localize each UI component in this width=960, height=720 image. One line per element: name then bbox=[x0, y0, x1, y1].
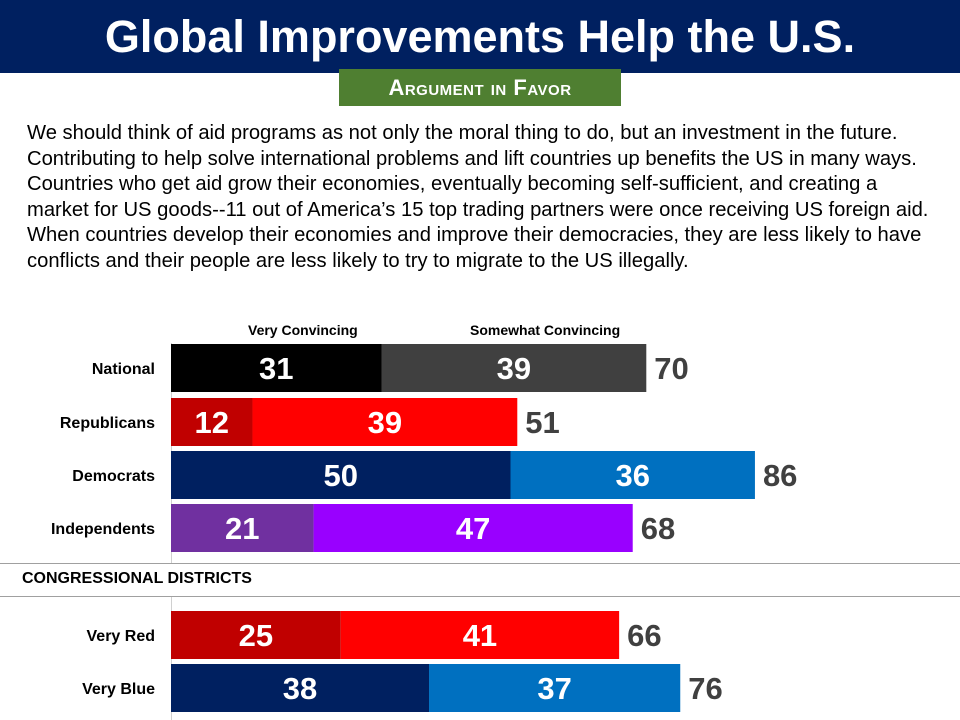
bar-segment bbox=[381, 344, 647, 392]
page-title: Global Improvements Help the U.S. bbox=[0, 0, 960, 73]
bar-segment bbox=[340, 611, 620, 659]
bar-value-label: 50 bbox=[324, 458, 358, 493]
bar-value-label: 31 bbox=[259, 351, 293, 386]
total-label: 86 bbox=[763, 458, 797, 493]
bar-value-label: 38 bbox=[283, 671, 317, 706]
bar-value-label: 12 bbox=[194, 405, 228, 440]
bar-value-label: 25 bbox=[239, 618, 273, 653]
total-label: 51 bbox=[525, 405, 559, 440]
bar-value-label: 37 bbox=[537, 671, 571, 706]
bar-value-label: 21 bbox=[225, 511, 259, 546]
bar-value-label: 41 bbox=[463, 618, 497, 653]
bar-segment bbox=[429, 664, 681, 712]
total-label: 66 bbox=[627, 618, 661, 653]
category-label: National bbox=[92, 361, 155, 378]
bar-segment bbox=[171, 611, 341, 659]
bar-value-label: 36 bbox=[615, 458, 649, 493]
bar-segment bbox=[171, 504, 314, 552]
category-label: Republicans bbox=[60, 415, 155, 432]
section-label: CONGRESSIONAL DISTRICTS bbox=[22, 570, 252, 587]
argument-text: We should think of aid programs as not o… bbox=[27, 122, 929, 272]
legend-somewhat-convincing: Somewhat Convincing bbox=[470, 322, 621, 338]
legend-very-convincing: Very Convincing bbox=[248, 322, 358, 338]
divider bbox=[0, 596, 960, 597]
bar-value-label: 39 bbox=[368, 405, 402, 440]
bar-segment bbox=[171, 398, 253, 446]
category-label: Very Red bbox=[87, 628, 155, 645]
bar-segment bbox=[171, 451, 511, 499]
divider bbox=[0, 563, 960, 564]
category-label: Democrats bbox=[72, 468, 155, 485]
category-label: Independents bbox=[51, 521, 155, 538]
argument-badge: Argument in Favor bbox=[339, 69, 621, 106]
category-label: Very Blue bbox=[82, 681, 155, 698]
bar-segment bbox=[171, 664, 430, 712]
bar-segment bbox=[510, 451, 755, 499]
bar-segment bbox=[313, 504, 633, 552]
bar-value-label: 39 bbox=[497, 351, 531, 386]
total-label: 76 bbox=[688, 671, 722, 706]
total-label: 68 bbox=[641, 511, 675, 546]
total-label: 70 bbox=[654, 351, 688, 386]
bar-value-label: 47 bbox=[456, 511, 490, 546]
bar-segment bbox=[252, 398, 518, 446]
bar-segment bbox=[171, 344, 382, 392]
